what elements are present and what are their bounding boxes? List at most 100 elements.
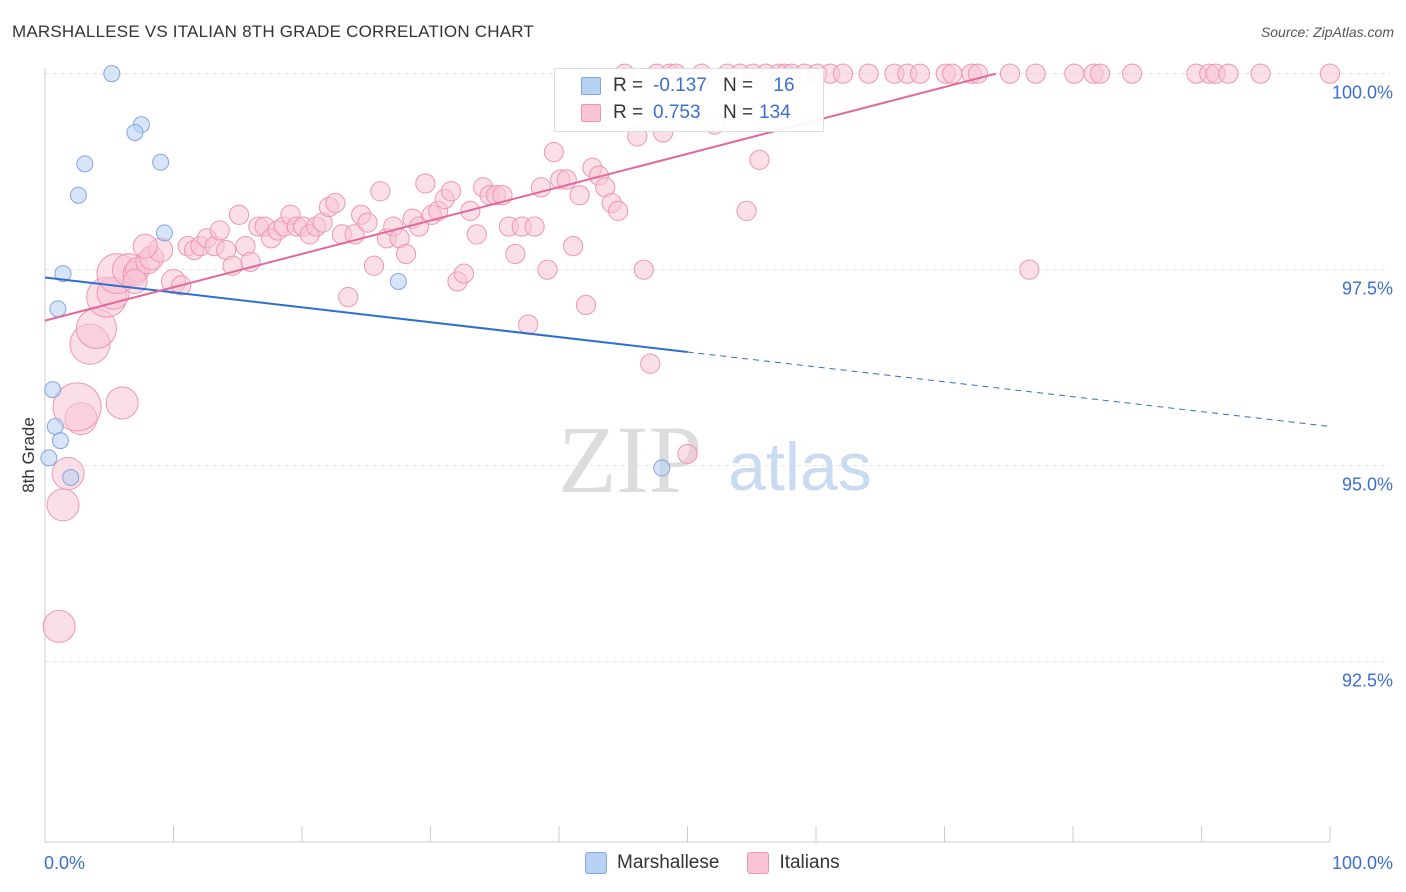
legend-n-label: N =: [723, 75, 754, 96]
italians-point: [42, 609, 76, 643]
italians-point: [52, 382, 102, 432]
legend-r-label: R =: [613, 102, 644, 123]
italians-trendline: [44, 72, 997, 322]
legend-swatch-marshallese: [585, 852, 607, 874]
watermark: ZIP atlas: [558, 406, 872, 513]
marshallese-point: [54, 265, 72, 283]
legend-item-marshallese[interactable]: Marshallese: [585, 852, 719, 874]
italians-point: [46, 488, 80, 522]
italians-point: [453, 263, 475, 284]
italians-point: [209, 220, 230, 241]
chart-title: MARSHALLESE VS ITALIAN 8TH GRADE CORRELA…: [12, 22, 535, 41]
italians-point: [415, 173, 436, 194]
italians-point: [942, 63, 963, 84]
legend-n-label: N =: [723, 102, 754, 123]
x-tick-label: 0.0%: [44, 853, 85, 873]
marshallese-point: [156, 224, 174, 242]
legend-row-italians: R = 0.753 N = 134: [581, 102, 809, 124]
italians-point: [395, 243, 417, 265]
italians-point: [1122, 63, 1143, 84]
marshallese-point: [51, 432, 69, 450]
italians-point: [1218, 63, 1239, 84]
italians-point: [909, 63, 931, 84]
italians-point: [1064, 63, 1085, 84]
italians-point: [357, 212, 378, 233]
italians-point: [736, 200, 757, 221]
italians-point: [1250, 63, 1271, 84]
legend-r-label: R =: [613, 75, 644, 96]
italians-point: [749, 149, 770, 171]
y-tick-label: 97.5%: [1342, 279, 1393, 299]
marshallese-point: [653, 459, 671, 477]
italians-point: [608, 200, 629, 221]
legend-label-marshallese: Marshallese: [617, 852, 720, 873]
italians-point: [466, 224, 487, 245]
italians-point: [1089, 63, 1111, 84]
marshallese-point: [103, 65, 121, 83]
italians-point: [228, 204, 250, 225]
italians-point: [832, 63, 854, 84]
label-layer: 100.0% 97.5% 95.0% 92.5% 0.0% 100.0% 8th Grade: [19, 83, 1393, 873]
legend-r-value: 0.753: [653, 102, 701, 123]
italians-point: [338, 287, 359, 308]
italians-point: [440, 181, 462, 202]
italians-point: [1025, 63, 1046, 84]
marshallese-point: [62, 468, 80, 486]
x-tick-label: 100.0%: [1332, 853, 1393, 873]
series-legend: Marshallese Italians: [585, 852, 868, 874]
italians-point: [505, 243, 526, 265]
italians-point: [569, 185, 590, 206]
legend-item-italians[interactable]: Italians: [747, 852, 840, 874]
legend-label-italians: Italians: [779, 852, 840, 873]
marshallese-point: [152, 153, 170, 171]
italians-point: [325, 192, 346, 214]
trend-layer: [44, 72, 1331, 427]
italians-point: [1019, 259, 1040, 280]
legend-swatch-italians: [581, 104, 601, 122]
italians-point: [543, 141, 564, 163]
marshallese-point: [49, 300, 67, 318]
legend-row-marshallese: R = -0.137 N = 16: [581, 75, 809, 97]
italians-point: [999, 63, 1021, 84]
italians-point: [640, 353, 661, 374]
stats-legend: R = -0.137 N = 16 R = 0.753 N = 134: [554, 68, 824, 132]
y-axis-label: 8th Grade: [19, 417, 38, 493]
legend-swatch-italians: [747, 852, 770, 874]
grid-layer: [45, 73, 1390, 663]
legend-swatch-marshallese: [581, 77, 601, 95]
italians-point: [858, 63, 879, 84]
y-tick-label: 100.0%: [1332, 83, 1393, 103]
legend-r-value: -0.137: [653, 75, 707, 96]
points-layer: [40, 63, 1341, 643]
legend-n-value: 134: [759, 102, 791, 123]
italians-point: [537, 259, 558, 280]
watermark-atlas: atlas: [728, 429, 872, 505]
italians-point: [363, 255, 385, 276]
italians-point: [563, 236, 584, 257]
marshallese-point: [44, 381, 62, 399]
marshallese-point: [76, 155, 94, 173]
marshallese-point: [69, 186, 87, 204]
y-tick-label: 95.0%: [1342, 475, 1393, 495]
italians-point: [370, 181, 391, 202]
marshallese-point: [126, 123, 144, 141]
italians-point: [575, 294, 597, 316]
italians-point: [633, 259, 654, 280]
marshallese-point: [46, 417, 64, 435]
watermark-zip: ZIP: [558, 406, 702, 513]
marshallese-trendline-projection: [687, 351, 1331, 427]
marshallese-point: [40, 449, 58, 467]
source-label: Source: ZipAtlas.com: [1260, 24, 1394, 40]
legend-n-value: 16: [773, 75, 795, 96]
marshallese-point: [389, 272, 407, 290]
italians-point: [677, 443, 698, 465]
marshallese-trendline: [44, 276, 688, 353]
italians-point: [967, 63, 989, 84]
y-tick-label: 92.5%: [1342, 671, 1393, 691]
italians-point: [105, 386, 139, 420]
italians-point: [518, 314, 539, 335]
italians-point: [524, 216, 545, 237]
italians-point: [132, 233, 158, 259]
italians-point: [1319, 63, 1341, 84]
